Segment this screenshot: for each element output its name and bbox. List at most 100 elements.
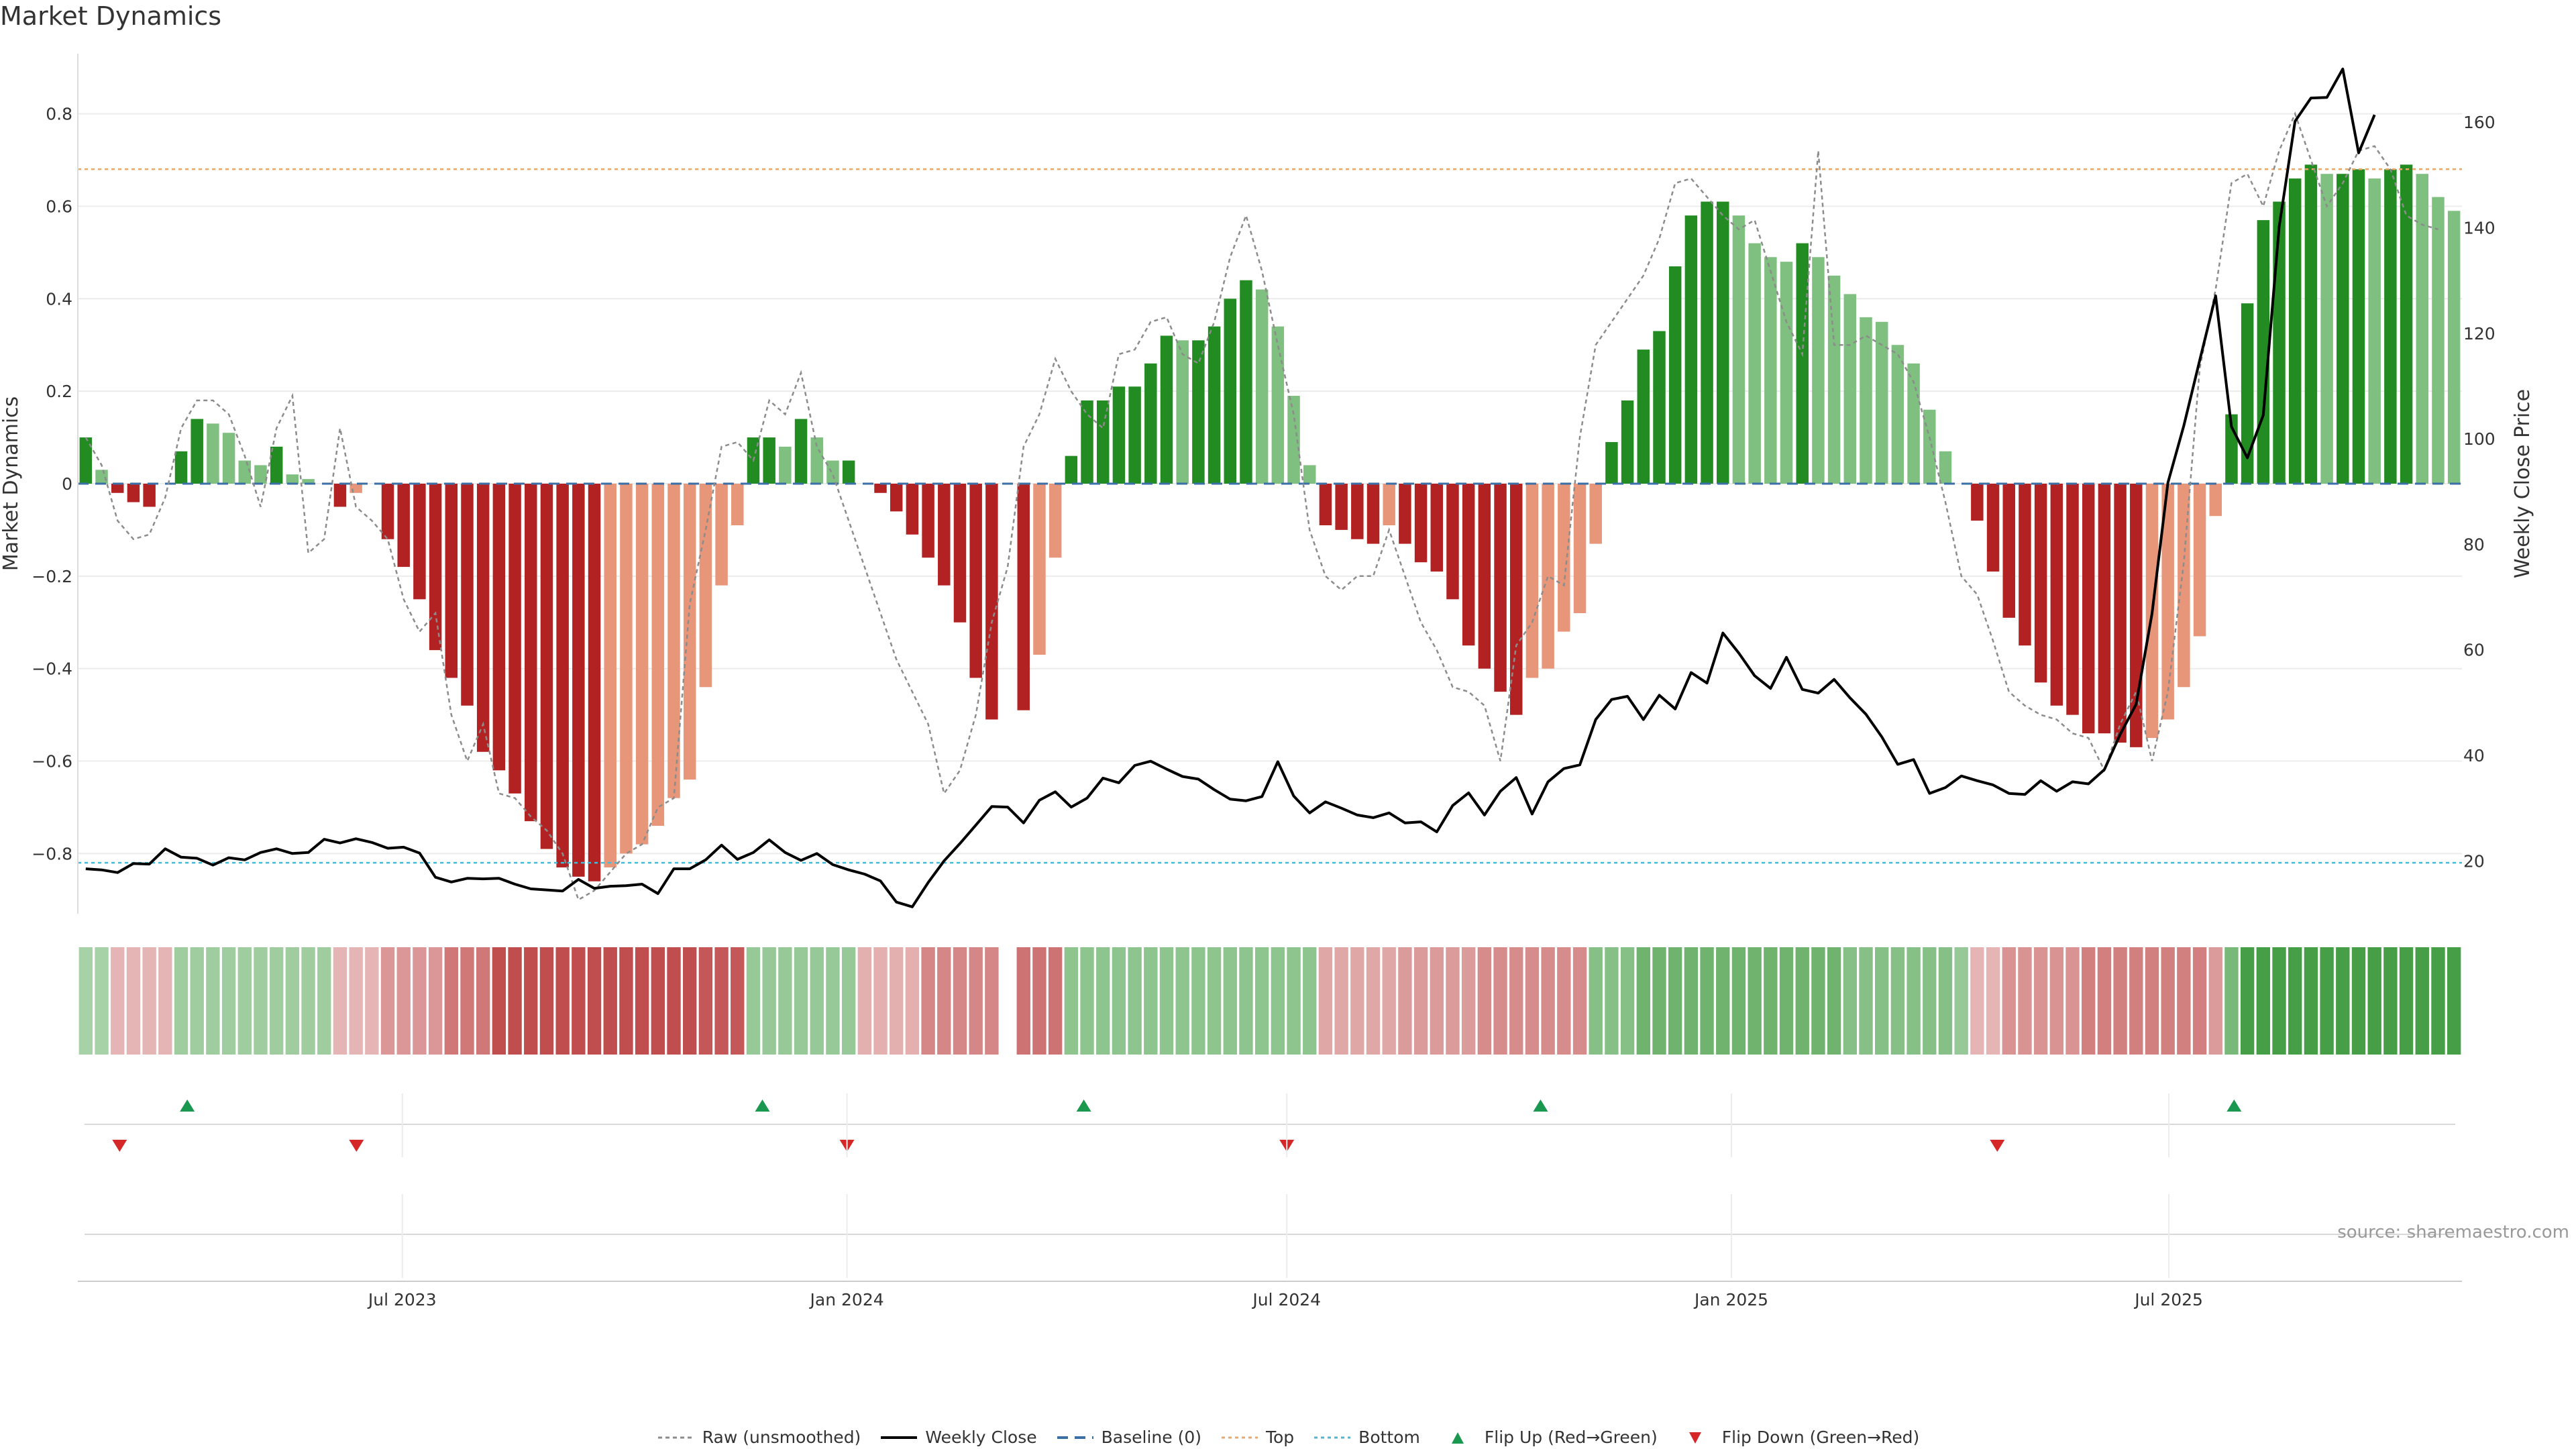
market-dynamics-bar: [1224, 299, 1237, 484]
market-dynamics-bar: [1112, 386, 1126, 484]
market-dynamics-bar: [1271, 326, 1285, 484]
y-tick-label: −0.6: [32, 752, 72, 771]
market-dynamics-bar: [1860, 317, 1872, 484]
heat-strip-cell: [1461, 947, 1476, 1055]
market-dynamics-bar: [2050, 484, 2063, 706]
heat-strip-cell: [1493, 947, 1507, 1055]
market-dynamics-bar: [731, 484, 744, 526]
market-dynamics-bar: [1351, 484, 1364, 539]
heat-strip-cell: [126, 947, 141, 1055]
heat-strip-cell: [2399, 947, 2414, 1055]
market-dynamics-bar: [1176, 340, 1189, 484]
market-dynamics-bar: [651, 484, 665, 826]
heat-strip-cell: [524, 947, 538, 1055]
heat-strip-cell: [826, 947, 840, 1055]
market-dynamics-bar: [1827, 275, 1841, 484]
market-dynamics-bar: [1986, 484, 2000, 572]
market-dynamics-bar: [1971, 484, 1984, 521]
legend-label: Raw (unsmoothed): [702, 1428, 861, 1447]
y-tick-label: 0: [62, 474, 72, 494]
heat-strip-cell: [333, 947, 347, 1055]
heat-strip: [78, 947, 2461, 1055]
market-dynamics-bar: [1081, 400, 1093, 484]
market-dynamics-bar: [1494, 484, 1507, 692]
market-dynamics-bar: [826, 460, 839, 484]
heat-strip-cell: [1271, 947, 1285, 1055]
y-right-tick-label: 60: [2463, 641, 2485, 660]
heat-strip-cell: [1303, 947, 1317, 1055]
heat-strip-cell: [78, 947, 93, 1055]
y-right-tick-label: 20: [2463, 851, 2485, 871]
heat-strip-cell: [635, 947, 649, 1055]
heat-strip-cell: [1334, 947, 1348, 1055]
heat-strip-cell: [190, 947, 204, 1055]
market-dynamics-bar: [461, 484, 474, 706]
triangle-up-icon: [1451, 1432, 1464, 1444]
heat-strip-cell: [285, 947, 300, 1055]
chart-title: Market Dynamics: [0, 1, 222, 31]
market-dynamics-bar: [1701, 201, 1713, 484]
market-dynamics-bar: [1542, 484, 1554, 669]
legend-label: Weekly Close: [925, 1428, 1037, 1447]
heat-strip-cell: [1048, 947, 1063, 1055]
heat-strip-cell: [1731, 947, 1746, 1055]
market-dynamics-bar: [222, 433, 235, 484]
legend-item-baseline: Baseline (0): [1056, 1428, 1201, 1447]
heat-strip-cell: [953, 947, 967, 1055]
lines-layer: [78, 67, 2462, 908]
market-dynamics-bar: [2273, 201, 2286, 484]
y-axis-title: Market Dynamics: [0, 396, 23, 572]
market-dynamics-bar: [1875, 321, 1888, 484]
market-dynamics-bar: [1939, 451, 1952, 484]
heat-strip-cell: [460, 947, 474, 1055]
market-dynamics-bar: [1462, 484, 1475, 646]
market-dynamics-bar: [1366, 484, 1380, 544]
heat-strip-cell: [2113, 947, 2127, 1055]
heat-strip-cell: [651, 947, 665, 1055]
heat-strip-cell: [1350, 947, 1364, 1055]
market-dynamics-bar: [1446, 484, 1459, 600]
heat-strip-cell: [1191, 947, 1205, 1055]
market-dynamics-bar: [1525, 484, 1539, 678]
heat-strip-cell: [1430, 947, 1444, 1055]
y-tick-label: −0.4: [32, 659, 72, 679]
heat-strip-cell: [1684, 947, 1699, 1055]
heat-strip-cell: [1716, 947, 1730, 1055]
heat-strip-cell: [1605, 947, 1619, 1055]
market-dynamics-bar: [810, 437, 823, 484]
market-dynamics-bar: [413, 484, 426, 600]
heat-strip-cell: [1446, 947, 1460, 1055]
heat-strip-cell: [1223, 947, 1237, 1055]
heat-strip-cell: [1254, 947, 1269, 1055]
heat-strip-cell: [1636, 947, 1650, 1055]
market-dynamics-bar: [2257, 220, 2270, 484]
market-dynamics-bar: [1621, 400, 1634, 484]
heat-strip-cell: [1175, 947, 1189, 1055]
legend-item-bottom: Bottom: [1313, 1428, 1420, 1447]
y-tick-label: 0.8: [46, 105, 72, 124]
flip-up-marker: [1533, 1099, 1548, 1112]
heat-strip-cell: [1843, 947, 1857, 1055]
heat-strip-cell: [237, 947, 252, 1055]
market-dynamics-bar: [2209, 484, 2222, 517]
market-dynamics-bar: [2019, 484, 2031, 646]
market-dynamics-bar: [1065, 455, 1078, 484]
solid-line-icon: [881, 1436, 918, 1439]
heat-strip-cell: [365, 947, 379, 1055]
heat-strip-cell: [1509, 947, 1523, 1055]
market-dynamics-bar: [429, 484, 442, 651]
market-dynamics-bar: [1653, 331, 1666, 484]
market-dynamics-bar: [1923, 409, 1936, 484]
market-dynamics-bar: [1891, 345, 1904, 484]
legend-label: Bottom: [1358, 1428, 1420, 1447]
heat-strip-cell: [1525, 947, 1540, 1055]
heat-strip-cell: [1477, 947, 1492, 1055]
heat-strip-cell: [1890, 947, 1905, 1055]
legend-item-raw: Raw (unsmoothed): [657, 1428, 861, 1447]
heat-strip-cell: [2367, 947, 2381, 1055]
heat-strip-cell: [476, 947, 490, 1055]
axes-layer: 0.8 0.6 0.4 0.2 0 −0.2 −0.4 −0.6 −0.8 20 40 60 80 100…: [0, 54, 2534, 914]
market-dynamics-bar: [1796, 243, 1809, 484]
heat-strip-cell: [1795, 947, 1809, 1055]
heat-strip-cell: [1970, 947, 1984, 1055]
